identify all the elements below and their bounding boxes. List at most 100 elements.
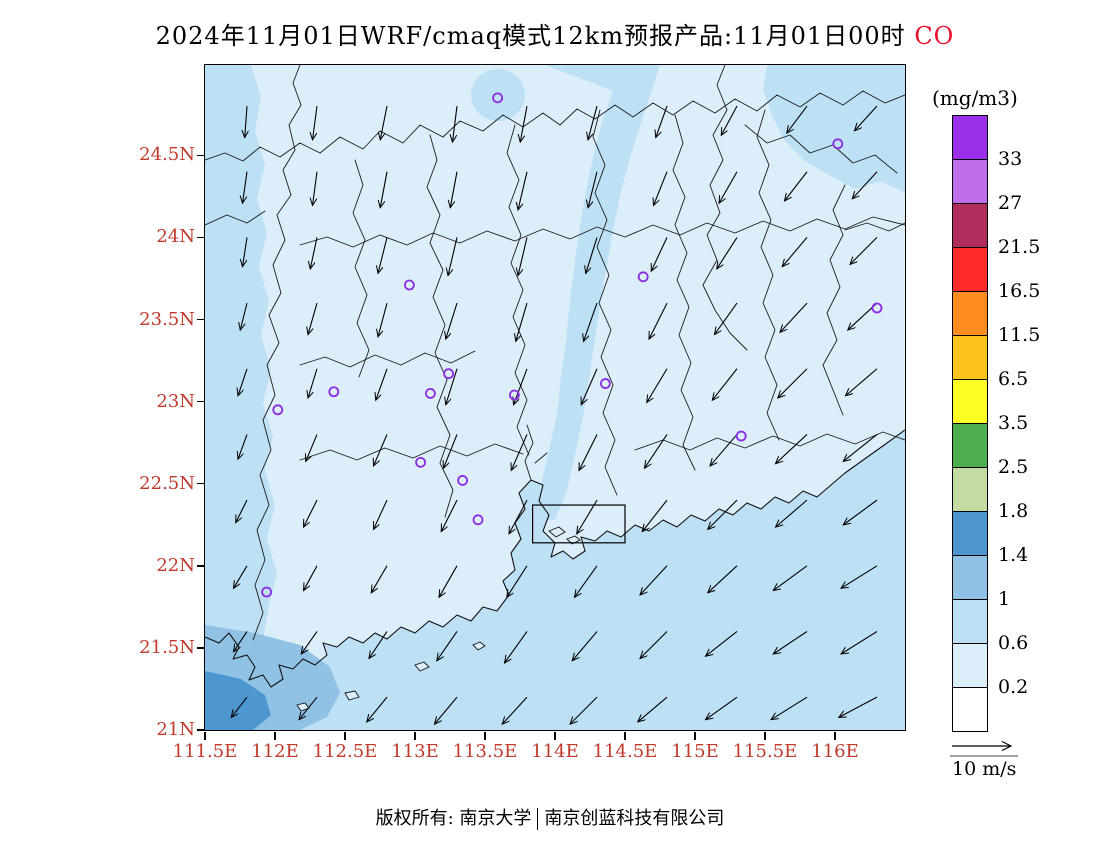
wind-arrow — [308, 302, 318, 335]
wind-arrow — [238, 368, 248, 395]
inner-domain-box-layer — [531, 503, 626, 543]
islands-group — [295, 525, 581, 712]
station-marker — [271, 403, 283, 415]
lat-tick-label: 22.5N — [139, 472, 195, 494]
wind-arrow — [445, 302, 458, 339]
station-marker — [637, 270, 649, 282]
wind-arrow — [782, 236, 807, 266]
wind-arrow — [380, 171, 388, 207]
wind-arrow — [299, 696, 317, 720]
station-marker — [424, 387, 436, 399]
legend-units-title: (mg/m3) — [932, 86, 1018, 110]
wind-arrow — [452, 105, 458, 142]
lon-tick — [554, 731, 556, 740]
wind-arrow — [852, 170, 877, 198]
co-band-sea — [204, 429, 905, 730]
wind-arrow — [305, 433, 318, 461]
lon-tick — [624, 731, 626, 740]
wind-arrow — [445, 368, 458, 404]
wind-arrow — [434, 696, 457, 724]
title-main: 2024年11月01日WRF/cmaq模式12km预报产品:11月01日00时 — [155, 22, 906, 50]
wind-arrow — [375, 368, 388, 400]
wind-arrow — [854, 105, 877, 131]
wind-arrow — [366, 696, 387, 722]
station-marker — [414, 456, 426, 468]
island — [471, 640, 486, 651]
wind-arrow — [710, 433, 737, 466]
island — [547, 525, 566, 538]
wind-arrow — [233, 565, 247, 588]
lat-tick — [196, 482, 205, 485]
wind-arrow — [705, 696, 737, 720]
wind-arrow — [373, 499, 387, 529]
wind-arrow — [312, 171, 318, 205]
wind-arrow — [784, 170, 807, 200]
wind-arrow — [378, 302, 388, 337]
legend-cell — [952, 423, 988, 468]
legend-cell — [952, 643, 988, 688]
station-marker — [442, 367, 454, 379]
lon-tick-label: 111.5E — [172, 741, 238, 762]
lon-tick — [414, 731, 416, 740]
wind-arrow — [570, 696, 597, 724]
legend-label: 33 — [998, 148, 1023, 170]
page-title: 2024年11月01日WRF/cmaq模式12km预报产品:11月01日00时 … — [105, 16, 1005, 51]
wind-arrow — [231, 696, 247, 717]
wind-arrow — [371, 565, 387, 592]
station-marker — [403, 279, 415, 290]
forecast-map — [204, 64, 905, 730]
wind-arrow — [439, 565, 457, 597]
wind-arrow — [518, 171, 528, 209]
station-marker — [456, 474, 468, 486]
wind-arrow — [233, 630, 247, 651]
wind-arrow — [716, 236, 737, 269]
station-marker — [472, 513, 483, 525]
wind-arrow — [771, 696, 807, 720]
wind-arrow — [655, 105, 668, 138]
wind-arrow — [450, 171, 458, 207]
station-marker — [735, 430, 747, 441]
wind-arrow — [843, 433, 877, 461]
legend-label: 27 — [998, 192, 1023, 214]
lat-tick-label: 22N — [156, 554, 195, 576]
lon-tick-label: 115.5E — [732, 741, 798, 762]
wind-arrow — [841, 564, 877, 588]
wind-arrow — [651, 236, 667, 271]
copyright-footer: 版权所有: 南京大学 南京创蓝科技有限公司 — [0, 804, 1100, 830]
coastline — [204, 429, 905, 688]
wind-arrow — [583, 302, 598, 341]
legend-cell — [952, 555, 988, 600]
wind-arrow — [775, 433, 807, 463]
wind-arrow — [443, 433, 458, 468]
legend-cell — [952, 511, 988, 556]
wind-arrow — [448, 236, 458, 275]
wind-arrow — [310, 236, 318, 269]
lon-tick-label: 112.5E — [312, 741, 378, 762]
co-band-west — [204, 64, 277, 640]
wind-reference-label: 10 m/s — [952, 758, 1017, 780]
lat-tick — [196, 236, 205, 239]
legend-cell — [952, 335, 988, 380]
station-marker — [260, 586, 272, 597]
lon-tick-label: 115E — [671, 741, 719, 762]
lat-tick — [196, 647, 205, 649]
lon-tick — [274, 731, 276, 740]
wind-arrow — [649, 302, 667, 339]
lon-tick-label: 113E — [391, 741, 439, 762]
footer-divider — [537, 808, 539, 830]
admin-boundaries — [204, 64, 905, 640]
lat-tick-label: 24.5N — [139, 144, 195, 166]
inner-domain-box — [531, 503, 626, 543]
wind-arrow — [646, 367, 667, 402]
wind-arrow — [653, 171, 668, 205]
wind-arrow — [515, 302, 528, 341]
wind-arrow — [773, 564, 807, 590]
wind-arrow — [588, 105, 598, 140]
wind-arrow — [712, 367, 737, 400]
legend-cell — [952, 203, 988, 248]
wind-arrow — [644, 433, 667, 468]
wind-arrow — [520, 105, 528, 142]
wind-arrow — [502, 696, 527, 724]
wind-arrow — [242, 236, 248, 266]
